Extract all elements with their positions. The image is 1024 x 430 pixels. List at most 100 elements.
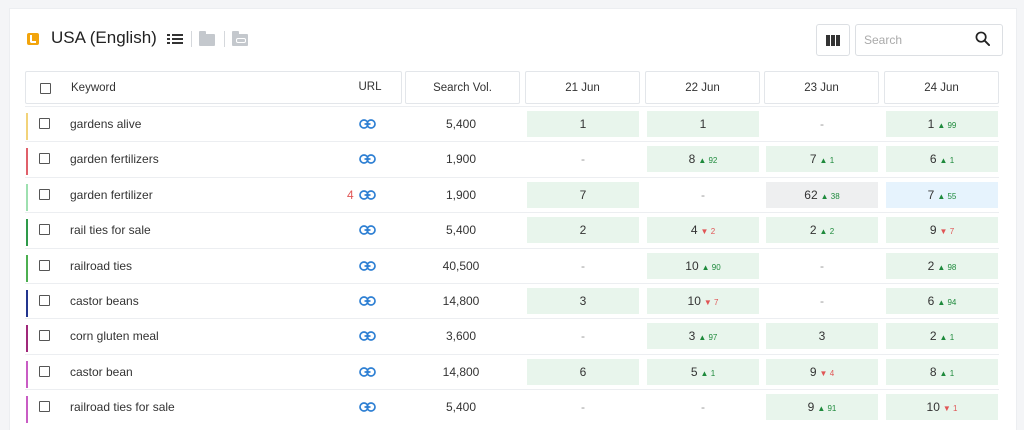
keyword-text: garden fertilizer: [70, 187, 153, 202]
link-icon[interactable]: [359, 331, 376, 342]
search-icon[interactable]: [975, 31, 990, 46]
rank-value: 7: [927, 187, 935, 202]
search-input[interactable]: [864, 30, 964, 50]
table-row[interactable]: railroad ties for sale 5,400 - - 9 ▲ 91 10 ▼ 1: [25, 389, 999, 424]
rank-cell[interactable]: -: [766, 288, 878, 314]
table-row[interactable]: garden fertilizer 4 1,900 7-62 ▲ 38 7 ▲ 55: [25, 176, 999, 212]
rank-cell[interactable]: -: [527, 323, 639, 349]
rank-cell[interactable]: 8 ▲ 92: [647, 146, 759, 173]
rank-change-down: ▼ 1: [943, 404, 958, 413]
link-icon[interactable]: [359, 225, 376, 236]
rank-cell[interactable]: 9 ▼ 4: [766, 358, 878, 385]
rank-cell[interactable]: 5 ▲ 1: [647, 358, 759, 385]
table-row[interactable]: castor beans 14,800 3 10 ▼ 7 - 6 ▲ 94: [25, 283, 999, 318]
search-volume: 14,800: [442, 294, 480, 308]
rank-cell[interactable]: 1 ▲ 99: [886, 111, 998, 137]
rank-cell[interactable]: 7 ▲ 1: [766, 146, 878, 173]
rank-cell[interactable]: 1: [647, 111, 759, 137]
row-checkbox[interactable]: [39, 118, 50, 129]
rank-cell[interactable]: -: [527, 146, 639, 172]
rank-cell[interactable]: -: [527, 253, 639, 279]
table-row[interactable]: gardens alive 5,400 1 1-1 ▲ 99: [25, 106, 999, 141]
rank-cell[interactable]: -: [766, 253, 878, 279]
table-row[interactable]: castor bean 14,800 6 5 ▲ 1 9 ▼ 4 8 ▲ 1: [25, 353, 999, 389]
rank-change-value: 38: [830, 191, 840, 201]
arrow-up-icon: ▲: [701, 262, 712, 272]
rank-cell[interactable]: -: [647, 182, 759, 208]
rank-change-up: ▲ 90: [702, 263, 721, 272]
row-checkbox[interactable]: [39, 365, 50, 377]
rank-cell[interactable]: 7 ▲ 55: [886, 181, 998, 208]
row-checkbox[interactable]: [39, 259, 50, 271]
rank-cell[interactable]: 6 ▲ 1: [886, 146, 998, 173]
volume-column-header[interactable]: Search Vol.: [405, 71, 520, 104]
rank-cell[interactable]: -: [766, 111, 878, 137]
table-header: Keyword URL Search Vol. 21 Jun 22 Jun 23…: [25, 71, 999, 105]
rank-change-up: ▲ 1: [701, 369, 716, 378]
rank-cell[interactable]: -: [647, 394, 759, 420]
table-row[interactable]: railroad ties 40,500-10 ▲ 90-2 ▲ 98: [25, 247, 999, 283]
row-checkbox[interactable]: [39, 295, 50, 306]
rank-cell[interactable]: 1: [527, 111, 639, 137]
link-icon[interactable]: [359, 366, 376, 377]
keyword-column-header[interactable]: Keyword: [25, 71, 402, 104]
rank-cell[interactable]: 4 ▼ 2: [647, 217, 759, 244]
row-checkbox[interactable]: [39, 188, 50, 200]
link-icon[interactable]: [359, 402, 376, 413]
rank-cell[interactable]: 8 ▲ 1: [886, 358, 998, 385]
date-header-label: 23 Jun: [804, 82, 839, 94]
select-all-checkbox[interactable]: [40, 83, 51, 94]
search-volume: 40,500: [442, 258, 480, 273]
link-icon[interactable]: [359, 154, 376, 165]
list-view-icon[interactable]: [167, 32, 183, 46]
row-checkbox[interactable]: [39, 224, 50, 236]
folder-icon[interactable]: [199, 31, 215, 46]
row-checkbox[interactable]: [39, 330, 50, 342]
rank-cell[interactable]: 3: [766, 323, 878, 350]
rank-change-up: ▲ 98: [937, 263, 956, 272]
rank-value: -: [581, 329, 585, 344]
table-row[interactable]: rail ties for sale 5,400 2 4 ▼ 2 2 ▲ 2 9 ▼ 7: [25, 212, 999, 247]
row-checkbox[interactable]: [39, 153, 50, 165]
row-checkbox[interactable]: [39, 401, 50, 413]
link-icon[interactable]: [359, 119, 376, 129]
arrow-up-icon: ▲: [698, 156, 709, 166]
rank-cell[interactable]: 10 ▼ 1: [886, 394, 998, 421]
link-icon[interactable]: [359, 260, 376, 271]
rank-change-up: ▲ 1: [940, 156, 955, 165]
table-row[interactable]: corn gluten meal 3,600-3 ▲ 97 3 2 ▲ 1: [25, 318, 999, 353]
arrow-up-icon: ▲: [937, 262, 948, 272]
keyword-header-label: Keyword: [71, 82, 116, 94]
rank-cell[interactable]: -: [527, 394, 639, 420]
rank-change-up: ▲ 92: [698, 156, 717, 165]
link-folder-icon[interactable]: [232, 31, 248, 46]
rank-cell[interactable]: 2: [527, 217, 639, 244]
rank-cell[interactable]: 6 ▲ 94: [886, 288, 998, 314]
rank-cell[interactable]: 62 ▲ 38: [766, 181, 878, 208]
rank-cell[interactable]: 2 ▲ 1: [886, 323, 998, 350]
url-column-header[interactable]: URL: [340, 71, 400, 104]
table-row[interactable]: garden fertilizers 1,900-8 ▲ 92 7 ▲ 1 6 ▲ 1: [25, 141, 999, 176]
rank-change-up: ▲ 1: [940, 333, 955, 342]
arrow-down-icon: ▼: [939, 227, 950, 237]
date-column-header[interactable]: 23 Jun: [764, 71, 879, 104]
rank-cell[interactable]: 2 ▲ 98: [886, 252, 998, 279]
rank-cell[interactable]: 9 ▲ 91: [766, 394, 878, 421]
rank-cell[interactable]: 6: [527, 358, 639, 385]
rank-cell[interactable]: 9 ▼ 7: [886, 217, 998, 244]
date-column-header[interactable]: 21 Jun: [525, 71, 640, 104]
rank-cell[interactable]: 7: [527, 181, 639, 208]
search-volume: 3,600: [445, 329, 477, 344]
rank-cell[interactable]: 3 ▲ 97: [647, 323, 759, 350]
rank-cell[interactable]: 2 ▲ 2: [766, 217, 878, 244]
rank-cell[interactable]: 10 ▼ 7: [647, 288, 759, 314]
date-column-header[interactable]: 24 Jun: [884, 71, 999, 104]
rank-cell[interactable]: 3: [527, 288, 639, 314]
date-column-header[interactable]: 22 Jun: [645, 71, 760, 104]
columns-button[interactable]: [816, 24, 850, 56]
link-icon[interactable]: [359, 189, 376, 200]
rank-value: 3: [579, 294, 587, 308]
link-icon[interactable]: [359, 296, 376, 306]
rank-value: 3: [818, 329, 826, 344]
rank-cell[interactable]: 10 ▲ 90: [647, 252, 759, 279]
